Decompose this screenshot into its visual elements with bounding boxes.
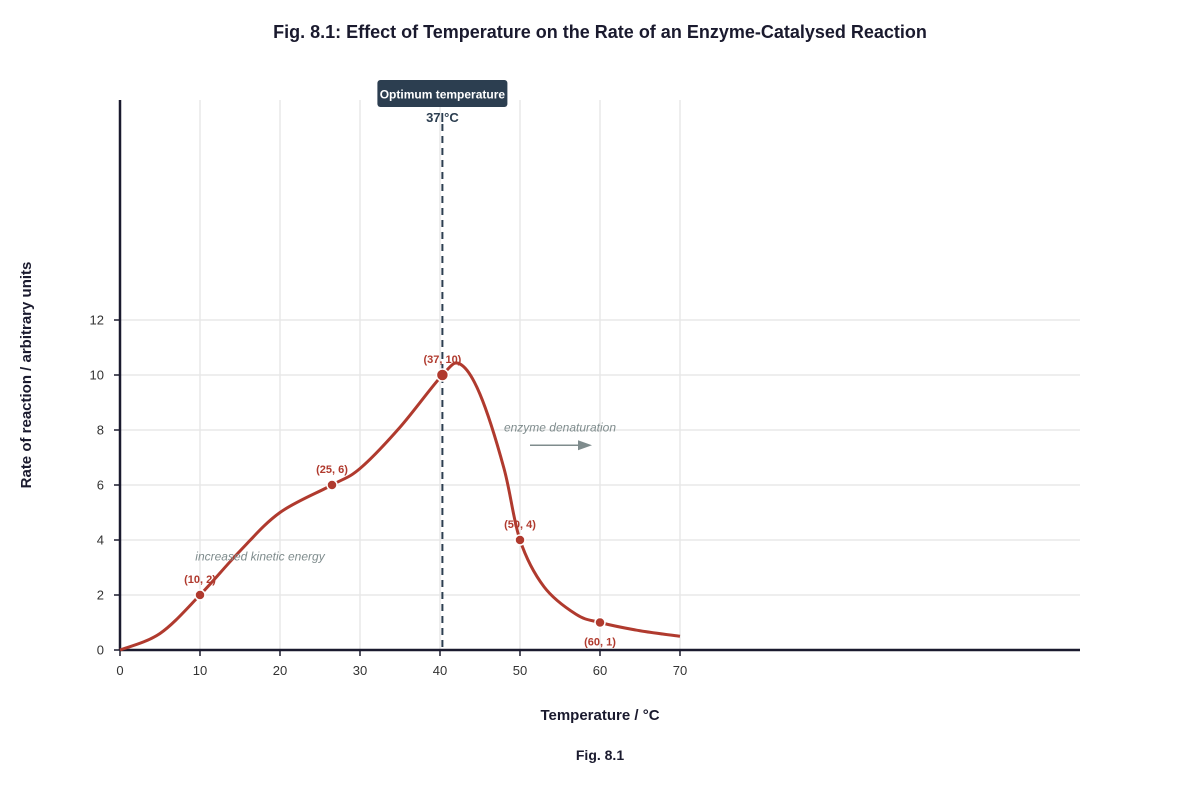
y-tick-label: 10 bbox=[90, 368, 104, 383]
x-tick-label: 50 bbox=[513, 663, 527, 678]
annotation-kinetic-energy: increased kinetic energy bbox=[195, 550, 325, 564]
point-layer: (10, 2) (25, 6) (37, 10) (50, 4) (60, 1) bbox=[184, 354, 616, 649]
data-point bbox=[514, 534, 526, 546]
x-tick-label: 20 bbox=[273, 663, 287, 678]
grid-layer bbox=[120, 100, 1080, 650]
data-point bbox=[435, 368, 450, 382]
x-tick-label: 10 bbox=[193, 663, 207, 678]
y-tick-label: 8 bbox=[97, 423, 104, 438]
y-tick-label: 4 bbox=[97, 533, 104, 548]
curve-layer bbox=[119, 361, 681, 652]
axis-layer: 0 2 4 6 8 10 12 0 10 20 30 40 50 60 70 Temperature / °C… bbox=[18, 100, 1080, 724]
data-point bbox=[594, 616, 606, 629]
data-point-label: (10, 2) bbox=[184, 574, 216, 586]
optimum-value-label: 37I°C bbox=[426, 110, 459, 125]
chart-title: Fig. 8.1: Effect of Temperature on the R… bbox=[273, 22, 927, 42]
x-tick-label: 60 bbox=[593, 663, 607, 678]
y-axis-title: Rate of reaction / arbitrary units bbox=[18, 262, 35, 489]
data-point-label: (60, 1) bbox=[584, 637, 616, 649]
annotation-denaturation: enzyme denaturation bbox=[504, 420, 616, 434]
note-layer: increased kinetic energy enzyme denaturat… bbox=[195, 420, 616, 563]
x-tick-label: 0 bbox=[116, 663, 123, 678]
denaturation-arrow-head bbox=[578, 440, 592, 451]
optimum-layer: Optimum temperature 37I°C bbox=[377, 80, 508, 650]
rate-curve bbox=[119, 361, 681, 652]
y-tick-label: 12 bbox=[90, 313, 104, 328]
y-tick-label: 0 bbox=[97, 643, 104, 658]
y-tick-label: 2 bbox=[97, 588, 104, 603]
y-tick-label: 6 bbox=[97, 478, 104, 493]
data-point-label: (37, 10) bbox=[423, 354, 461, 366]
optimum-label-box bbox=[377, 80, 508, 107]
x-tick-label: 70 bbox=[673, 663, 687, 678]
data-point bbox=[194, 589, 206, 601]
figure-caption: Fig. 8.1 bbox=[575, 747, 625, 763]
x-tick-label: 30 bbox=[353, 663, 367, 678]
x-axis-title: Temperature / °C bbox=[540, 707, 659, 724]
data-point bbox=[326, 479, 338, 491]
data-point-label: (25, 6) bbox=[316, 464, 348, 476]
x-tick-label: 40 bbox=[433, 663, 447, 678]
optimum-label-text: Optimum temperature bbox=[380, 88, 506, 102]
data-point-label: (50, 4) bbox=[504, 519, 536, 531]
